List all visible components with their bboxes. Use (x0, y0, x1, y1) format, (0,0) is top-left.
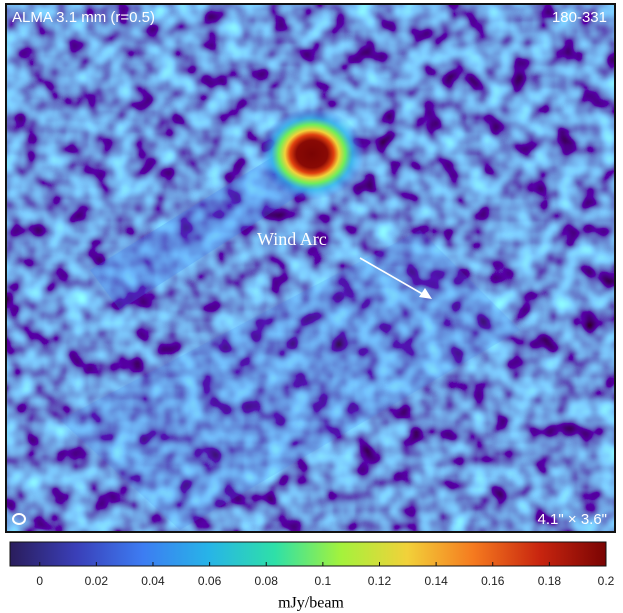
tick-label: 0.02 (85, 574, 109, 588)
tick-label: 0.1 (315, 574, 332, 588)
annotation: Wind Arc (257, 229, 327, 249)
tick-label: 0.2 (598, 574, 615, 588)
colorbar-label: mJy/beam (278, 595, 344, 612)
title: ALMA 3.1 mm (r=0.5) (12, 9, 155, 26)
tick-label: 0.06 (198, 574, 222, 588)
tick-label: 0.08 (255, 574, 279, 588)
colorbar (10, 542, 606, 566)
tick-label: 0.14 (424, 574, 448, 588)
image (6, 4, 615, 532)
tick-label: 0.18 (538, 574, 562, 588)
tick-label: 0.04 (141, 574, 165, 588)
beam-size: 4.1" × 3.6" (538, 511, 607, 528)
figure: ALMA 3.1 mm (r=0.5) 180-331 Wind Arc 4.1… (0, 0, 623, 613)
field-id: 180-331 (552, 9, 607, 26)
tick-label: 0.16 (481, 574, 505, 588)
tick-label: 0 (36, 574, 43, 588)
tick-label: 0.12 (368, 574, 392, 588)
